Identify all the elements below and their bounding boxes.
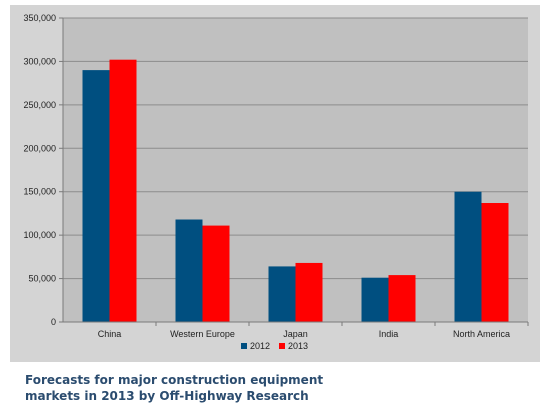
x-tick-label: Japan	[283, 329, 308, 339]
bar-2012-china	[82, 70, 110, 322]
bar-2012-western-europe	[175, 219, 203, 322]
x-tick-label: Western Europe	[170, 329, 235, 339]
bar-2012-india	[361, 277, 389, 322]
bars	[82, 59, 509, 322]
figure-caption: Forecasts for major construction equipme…	[25, 372, 425, 404]
bar-2013-north-america	[481, 203, 509, 322]
x-tick-label: North America	[453, 329, 510, 339]
y-tick-label: 0	[51, 317, 56, 327]
y-tick-label: 150,000	[23, 187, 56, 197]
legend-label: 2012	[250, 341, 270, 351]
caption-line-1: Forecasts for major construction equipme…	[25, 373, 324, 387]
gridlines	[63, 17, 528, 280]
y-tick-label: 100,000	[23, 230, 56, 240]
y-tick-label: 200,000	[23, 143, 56, 153]
legend-swatch	[241, 343, 247, 349]
caption-line-2: markets in 2013 by Off-Highway Research	[25, 389, 309, 403]
y-tick-label: 350,000	[23, 13, 56, 23]
chart-area: 0 50,000 100,000 150,000 200,000 250,000 300,0…	[10, 5, 540, 362]
x-tick-label: China	[98, 329, 122, 339]
legend-swatch	[279, 343, 285, 349]
bar-2012-japan	[268, 266, 296, 322]
bar-2013-japan	[295, 262, 323, 322]
y-tick-label: 250,000	[23, 100, 56, 110]
bar-2013-china	[109, 59, 137, 322]
y-tick-label: 50,000	[28, 274, 56, 284]
legend-label: 2013	[288, 341, 308, 351]
bar-2013-india	[388, 275, 416, 322]
y-axis-ticks: 0 50,000 100,000 150,000 200,000 250,000 300,0…	[23, 13, 63, 327]
x-axis-ticks: China Western Europe Japan India North Ameri…	[98, 322, 529, 339]
bar-2012-north-america	[454, 191, 482, 322]
y-tick-label: 300,000	[23, 56, 56, 66]
x-tick-label: India	[379, 329, 399, 339]
bar-2013-western-europe	[202, 225, 230, 322]
legend: 2012 2013	[241, 341, 308, 351]
bar-chart: 0 50,000 100,000 150,000 200,000 250,000 300,0…	[10, 5, 540, 362]
